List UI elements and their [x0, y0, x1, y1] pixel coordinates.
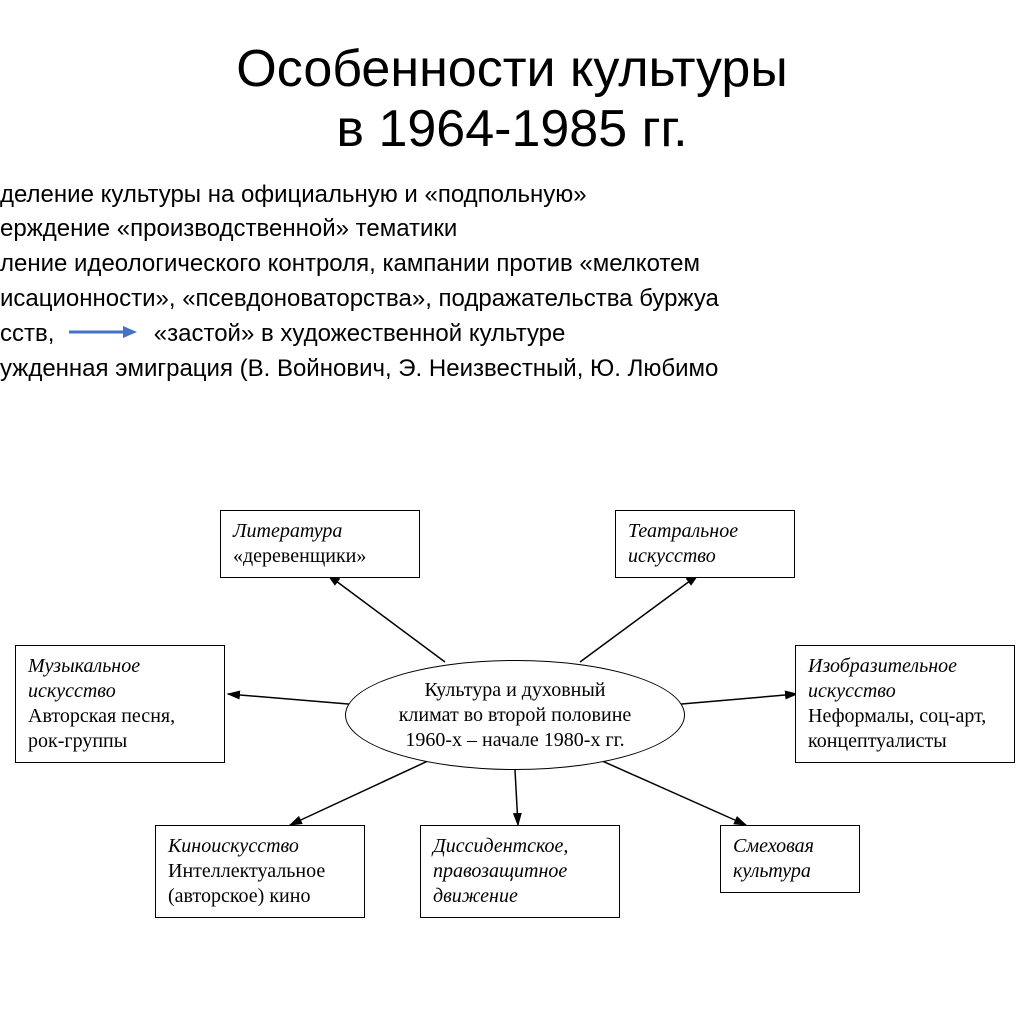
- diagram-center: Культура и духовный климат во второй пол…: [345, 660, 685, 770]
- node-art-p2: концептуалисты: [808, 729, 1002, 754]
- title-line-1: Особенности культуры: [0, 40, 1024, 100]
- node-cinema: Киноискусство Интеллектуальное (авторско…: [155, 825, 365, 918]
- bullet-5b: «застой» в художественной культуре: [154, 320, 566, 347]
- bullet-1: деление культуры на официальную и «подпо…: [0, 178, 1024, 213]
- bullet-3: ление идеологического контроля, кампании…: [0, 247, 1024, 282]
- node-dissident: Диссидентское, правозащитное движение: [420, 825, 620, 918]
- node-theater-l2: искусство: [628, 544, 782, 569]
- node-art-l1: Изобразительное: [808, 654, 1002, 679]
- node-art-l2: искусство: [808, 679, 1002, 704]
- center-line-2: климат во второй половине: [399, 703, 632, 728]
- bullet-2: ерждение «производственной» тематики: [0, 212, 1024, 247]
- concept-diagram: Культура и духовный климат во второй пол…: [0, 490, 1024, 1010]
- node-dissident-l1: Диссидентское,: [433, 834, 607, 859]
- node-art-p1: Неформалы, соц-арт,: [808, 704, 1002, 729]
- title-line-2: в 1964-1985 гг.: [0, 100, 1024, 160]
- node-music-l2: искусство: [28, 679, 212, 704]
- center-line-1: Культура и духовный: [399, 678, 632, 703]
- node-cinema-l1: Киноискусство: [168, 834, 352, 859]
- bullet-list: деление культуры на официальную и «подпо…: [0, 160, 1024, 387]
- node-humor-l1: Смеховая: [733, 834, 847, 859]
- arrow-right-icon: [67, 317, 137, 352]
- node-cinema-p1: Интеллектуальное: [168, 859, 352, 884]
- node-humor-l2: культура: [733, 859, 847, 884]
- node-art: Изобразительное искусство Неформалы, соц…: [795, 645, 1015, 763]
- node-music: Музыкальное искусство Авторская песня, р…: [15, 645, 225, 763]
- bullet-5a: сств,: [0, 320, 54, 347]
- node-theater-l1: Театральное: [628, 519, 782, 544]
- page-title: Особенности культуры в 1964-1985 гг.: [0, 0, 1024, 160]
- node-dissident-l2: правозащитное: [433, 859, 607, 884]
- bullet-6: ужденная эмиграция (В. Войнович, Э. Неиз…: [0, 352, 1024, 387]
- node-literature: Литература «деревенщики»: [220, 510, 420, 578]
- node-theater: Театральное искусство: [615, 510, 795, 578]
- bullet-4: исационности», «псевдоноваторства», подр…: [0, 282, 1024, 317]
- bullet-5: сств, «застой» в художественной культуре: [0, 317, 1024, 352]
- node-dissident-l3: движение: [433, 884, 607, 909]
- node-literature-title: Литература: [233, 519, 407, 544]
- node-music-p2: рок-группы: [28, 729, 212, 754]
- node-literature-sub: «деревенщики»: [233, 544, 407, 569]
- node-music-l1: Музыкальное: [28, 654, 212, 679]
- center-line-3: 1960-х – начале 1980-х гг.: [399, 728, 632, 753]
- node-humor: Смеховая культура: [720, 825, 860, 893]
- node-music-p1: Авторская песня,: [28, 704, 212, 729]
- node-cinema-p2: (авторское) кино: [168, 884, 352, 909]
